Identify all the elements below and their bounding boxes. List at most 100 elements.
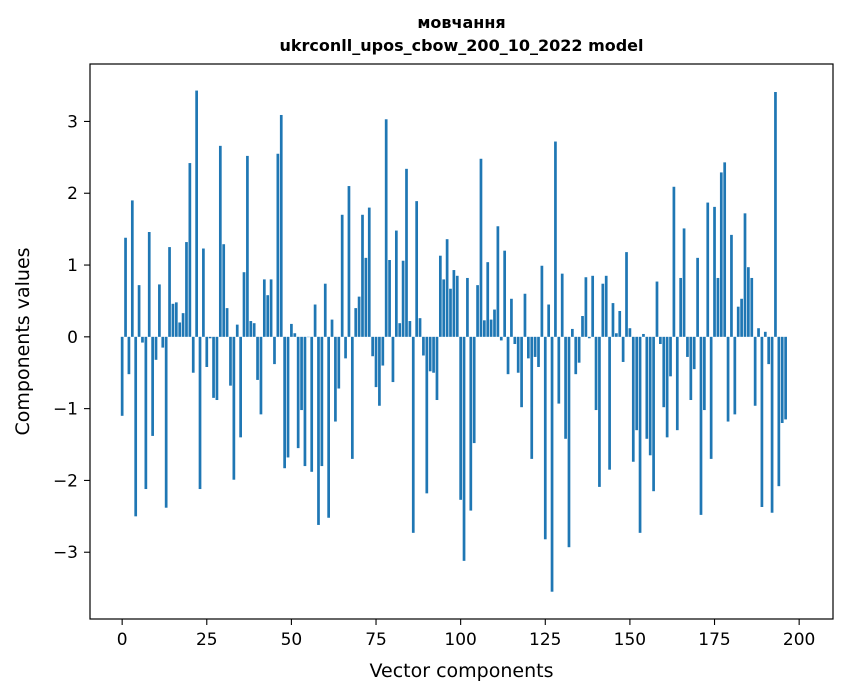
bar-111 [496, 226, 500, 337]
bar-184 [743, 213, 747, 337]
bar-33 [232, 336, 236, 480]
bar-6 [141, 336, 144, 343]
bar-86 [411, 336, 415, 533]
bar-71 [361, 214, 364, 337]
bar-93 [435, 336, 439, 401]
bar-27 [212, 336, 215, 398]
bar-192 [770, 336, 774, 513]
bar-195 [780, 336, 784, 423]
bar-125 [543, 336, 547, 540]
bar-3 [130, 200, 134, 337]
bar-99 [455, 275, 459, 337]
x-tick-label: 175 [698, 630, 730, 650]
bar-60 [323, 283, 327, 337]
bar-85 [408, 321, 412, 337]
bar-0 [120, 336, 124, 416]
bar-169 [692, 336, 696, 370]
bar-144 [608, 336, 611, 470]
bar-100 [459, 336, 463, 500]
bar-145 [611, 303, 615, 337]
bar-138 [587, 336, 591, 339]
bar-4 [134, 336, 138, 517]
plot-frame [89, 63, 834, 620]
bar-167 [686, 336, 689, 357]
bar-46 [276, 153, 280, 337]
bar-11 [158, 284, 161, 337]
bar-43 [266, 295, 270, 337]
bar-90 [425, 336, 429, 494]
bar-22 [195, 90, 198, 337]
bar-74 [371, 336, 374, 357]
bar-133 [571, 328, 574, 337]
bar-162 [669, 336, 672, 377]
bar-56 [310, 336, 314, 472]
bar-101 [462, 336, 466, 561]
bar-139 [591, 275, 595, 337]
bar-21 [191, 336, 195, 373]
bar-57 [313, 304, 317, 337]
x-tick-label: 150 [614, 630, 646, 650]
bar-1 [124, 237, 127, 337]
bar-140 [594, 336, 598, 411]
bar-8 [147, 232, 151, 337]
chart-title: мовчання [417, 13, 505, 32]
bar-91 [428, 336, 432, 372]
bar-63 [334, 336, 337, 422]
x-tick-label: 75 [365, 630, 387, 650]
bar-84 [405, 168, 408, 337]
bar-66 [344, 336, 347, 359]
bar-116 [513, 336, 517, 345]
bar-179 [726, 336, 730, 422]
bar-59 [320, 336, 324, 467]
y-tick-label: 2 [67, 184, 78, 204]
bar-10 [154, 336, 158, 360]
bar-104 [472, 336, 476, 444]
bar-83 [401, 260, 405, 337]
bar-105 [476, 285, 479, 337]
bar-17 [178, 322, 182, 337]
bar-72 [364, 257, 368, 337]
bar-79 [388, 260, 391, 337]
bar-2 [127, 336, 131, 375]
bar-188 [757, 328, 760, 337]
bar-174 [709, 336, 713, 459]
bar-7 [144, 336, 148, 490]
bar-176 [716, 277, 720, 337]
bar-181 [733, 336, 737, 415]
bar-76 [378, 336, 381, 406]
bar-196 [784, 336, 787, 420]
y-tick-label: 1 [67, 256, 78, 276]
bar-48 [283, 336, 286, 469]
bar-73 [367, 207, 371, 337]
bar-159 [659, 336, 662, 345]
bar-152 [635, 336, 639, 431]
bar-97 [449, 288, 452, 337]
bar-113 [503, 250, 507, 337]
bar-23 [198, 336, 202, 490]
bar-127 [550, 336, 554, 592]
bar-108 [486, 262, 490, 337]
bar-121 [530, 336, 534, 459]
bar-128 [554, 141, 557, 337]
bar-151 [631, 336, 635, 462]
bar-191 [767, 336, 771, 365]
bar-106 [479, 158, 483, 337]
y-tick-label: 0 [67, 328, 78, 348]
bar-190 [763, 331, 767, 337]
bar-171 [699, 336, 703, 515]
bar-112 [499, 336, 503, 341]
bar-58 [317, 336, 320, 525]
bar-52 [296, 336, 300, 449]
bar-38 [249, 321, 253, 337]
bar-13 [164, 336, 168, 508]
y-tick-label: −3 [53, 543, 78, 563]
y-tick-label: 3 [67, 112, 78, 132]
bar-180 [730, 234, 733, 337]
bar-64 [337, 336, 341, 389]
bar-187 [753, 336, 757, 406]
bar-194 [777, 336, 781, 487]
bar-35 [239, 336, 242, 438]
bar-29 [218, 145, 222, 337]
bar-147 [618, 310, 622, 337]
bar-67 [347, 186, 351, 337]
